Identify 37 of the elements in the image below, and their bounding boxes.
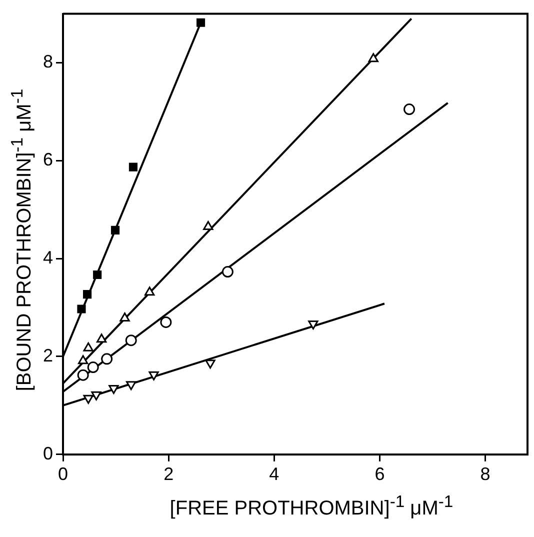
point — [160, 316, 172, 328]
point — [126, 381, 136, 390]
point — [205, 360, 216, 369]
x-tick-label: 8 — [480, 464, 490, 484]
point — [77, 369, 89, 381]
point — [96, 334, 107, 343]
point — [83, 394, 94, 404]
y-tick-label: 0 — [42, 443, 54, 464]
y-tick-label: 6 — [42, 150, 54, 170]
point — [87, 362, 99, 374]
point — [404, 104, 416, 116]
x-tick-label: 2 — [164, 464, 174, 484]
y-tick-label: 4 — [42, 248, 54, 268]
y-tick-label: 2 — [42, 345, 54, 366]
x-axis-title: [FREE PROTHROMBIN]$^{-1}$ μM$^{-1}$ — [168, 492, 454, 521]
point — [108, 385, 119, 394]
point — [148, 371, 159, 380]
point — [110, 226, 120, 234]
point — [222, 266, 234, 278]
point — [203, 221, 214, 230]
point — [83, 290, 92, 299]
x-tick-label: 0 — [58, 464, 68, 484]
point — [120, 312, 130, 322]
x-tick-label: 6 — [374, 464, 385, 484]
point — [368, 53, 378, 62]
point — [91, 391, 102, 400]
point — [78, 355, 88, 364]
point — [128, 162, 138, 172]
point — [93, 270, 102, 280]
point — [125, 334, 137, 346]
point — [308, 320, 318, 330]
point — [196, 18, 206, 27]
point — [144, 286, 155, 296]
x-tick-label: 4 — [269, 464, 280, 484]
point — [77, 304, 86, 314]
y-tick-label: 8 — [42, 52, 54, 72]
point — [101, 353, 113, 365]
